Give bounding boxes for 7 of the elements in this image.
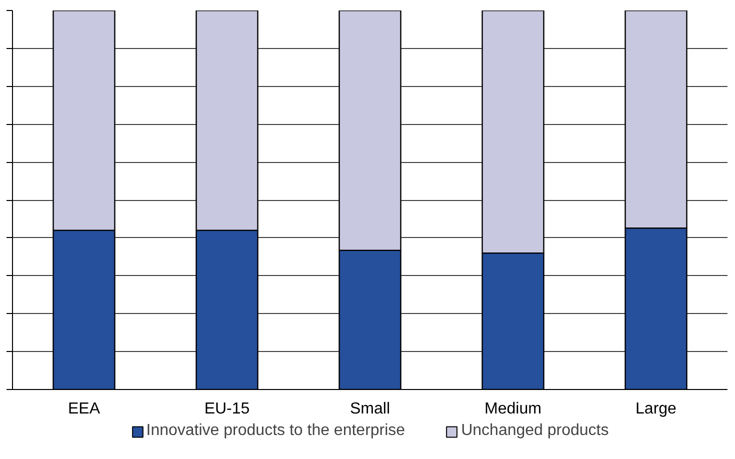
x-tick-label: Large — [636, 400, 677, 418]
x-tick-label: EEA — [68, 400, 100, 418]
x-tick-label: EU-15 — [204, 400, 250, 418]
x-tick-label: Small — [350, 400, 390, 418]
legend-label: Innovative products to the enterprise — [146, 422, 406, 440]
x-tick-label: Medium — [484, 400, 542, 418]
legend-label: Unchanged products — [461, 422, 609, 440]
